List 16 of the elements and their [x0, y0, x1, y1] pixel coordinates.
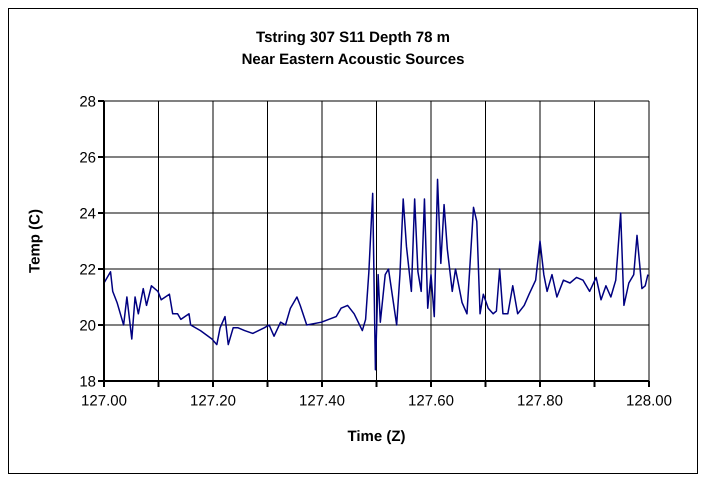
y-axis-title: Temp (C): [26, 209, 44, 273]
x-tick-label: 127.60: [408, 392, 454, 410]
y-tick-label: 22: [79, 261, 96, 278]
x-tick-label: 128.00: [626, 392, 672, 410]
x-tick-label: 127.40: [299, 392, 345, 410]
y-tick-label: 28: [79, 93, 96, 110]
chart-subtitle: Near Eastern Acoustic Sources: [240, 50, 466, 70]
y-tick-label: 20: [79, 317, 96, 334]
x-tick-label: 127.20: [190, 392, 236, 410]
x-tick-label: 127.00: [81, 392, 127, 410]
x-axis-title: Time (Z): [347, 428, 406, 445]
y-tick-label: 24: [79, 205, 96, 222]
chart-title: Tstring 307 S11 Depth 78 m: [255, 28, 451, 48]
y-tick-label: 26: [79, 149, 96, 166]
x-tick-label: 127.80: [517, 392, 563, 410]
y-tick-label: 18: [79, 373, 96, 390]
